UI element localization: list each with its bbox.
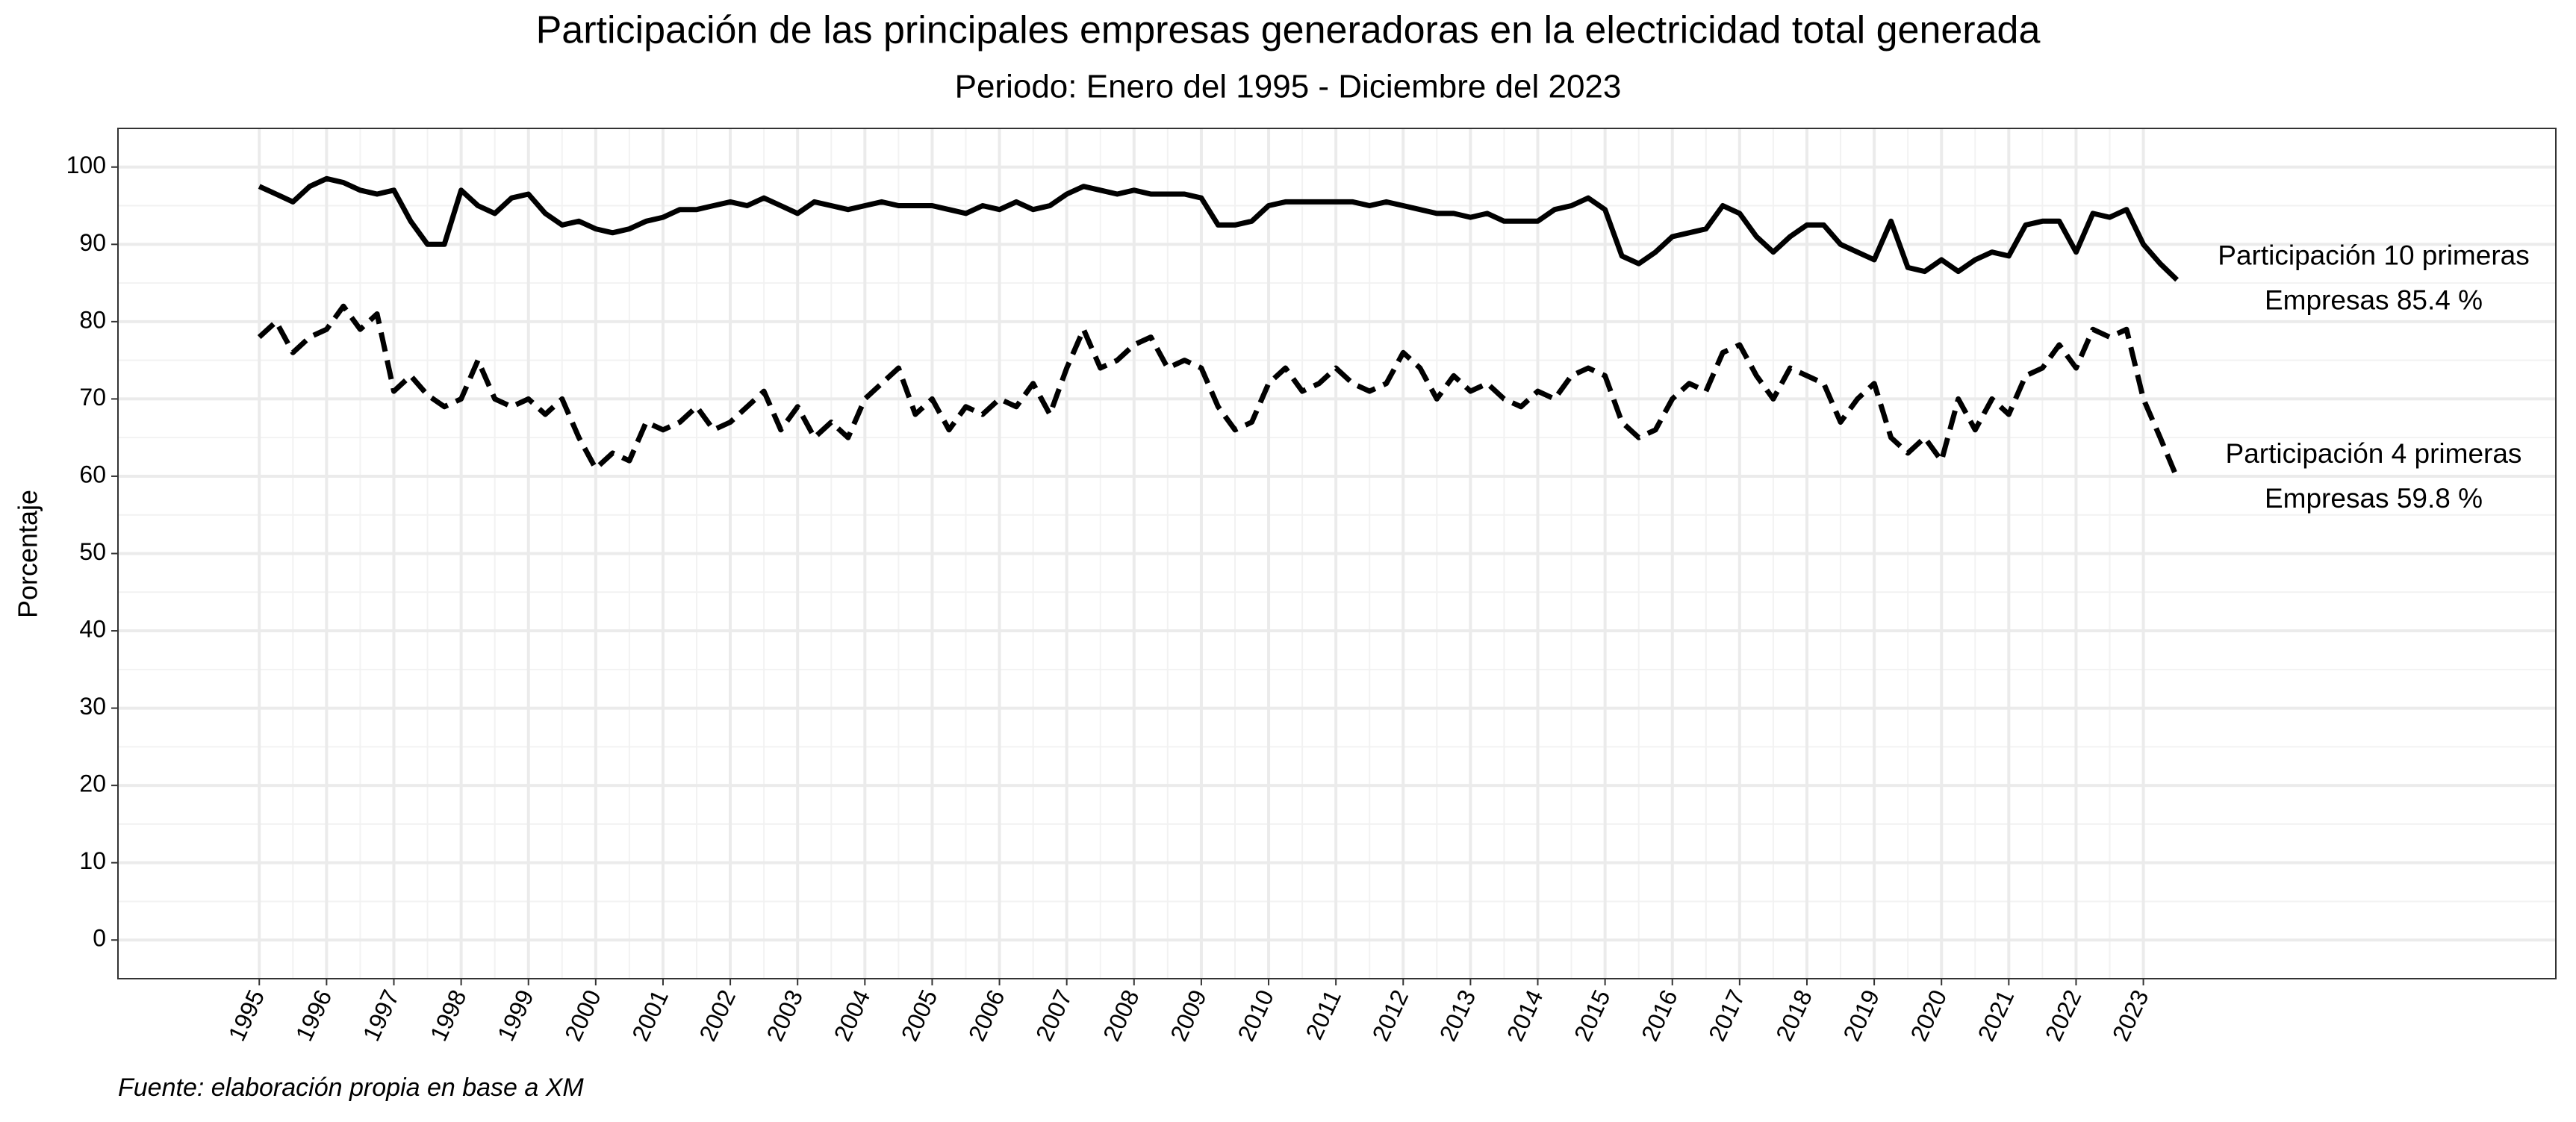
x-tick-label: 2022 xyxy=(2040,985,2087,1045)
x-tick-label: 2007 xyxy=(1030,985,1077,1045)
x-tick-label: 2000 xyxy=(559,985,606,1045)
y-tick-label: 0 xyxy=(93,925,106,952)
x-tick-label: 1999 xyxy=(492,985,539,1045)
x-tick-label: 1996 xyxy=(290,985,337,1045)
y-tick-label: 10 xyxy=(79,847,106,874)
x-tick-label: 2004 xyxy=(829,985,876,1045)
y-tick-label: 80 xyxy=(79,306,106,333)
series-annotation: Participación 10 primeras xyxy=(2218,240,2529,271)
x-tick-label: 2006 xyxy=(963,985,1010,1045)
y-tick-label: 90 xyxy=(79,229,106,256)
series-annotation: Participación 4 primeras xyxy=(2226,438,2522,469)
x-tick-label: 2008 xyxy=(1098,985,1145,1045)
chart-title: Participación de las principales empresa… xyxy=(536,9,2041,52)
caption: Fuente: elaboración propia en base a XM xyxy=(118,1073,584,1102)
x-tick-label: 2015 xyxy=(1569,985,1616,1045)
x-tick-label: 2021 xyxy=(1973,985,2020,1045)
x-tick-label: 2019 xyxy=(1838,985,1885,1045)
line-series xyxy=(257,303,2180,479)
x-tick-label: 2009 xyxy=(1165,985,1212,1045)
y-tick-label: 70 xyxy=(79,384,106,411)
plot-border xyxy=(117,128,2557,979)
y-tick-label: 50 xyxy=(79,538,106,565)
x-tick-label: 2020 xyxy=(1905,985,1953,1045)
line-series xyxy=(258,175,2180,282)
x-tick-label: 2010 xyxy=(1232,985,1279,1045)
y-tick-label: 30 xyxy=(79,693,106,720)
x-tick-label: 2018 xyxy=(1770,985,1817,1045)
y-tick-label: 60 xyxy=(79,461,106,487)
x-tick-label: 2005 xyxy=(896,985,943,1045)
x-tick-label: 2014 xyxy=(1502,985,1549,1045)
x-tick-label: 2016 xyxy=(1636,985,1683,1045)
y-tick-label: 40 xyxy=(79,615,106,642)
y-tick-label: 20 xyxy=(79,770,106,797)
x-tick-label: 1997 xyxy=(358,985,405,1045)
x-tick-label: 1998 xyxy=(425,985,472,1045)
series-annotation: Empresas 59.8 % xyxy=(2265,483,2483,514)
chart-subtitle: Periodo: Enero del 1995 - Diciembre del … xyxy=(955,69,1622,105)
x-tick-label: 2012 xyxy=(1367,985,1414,1045)
y-axis-label: Porcentaje xyxy=(13,490,43,618)
x-tick-label: 2023 xyxy=(2107,985,2154,1045)
x-tick-label: 2013 xyxy=(1434,985,1481,1045)
series-annotation: Empresas 85.4 % xyxy=(2265,285,2483,316)
x-tick-label: 1995 xyxy=(223,985,270,1045)
x-tick-label: 2017 xyxy=(1703,985,1750,1045)
x-tick-label: 2003 xyxy=(761,985,808,1045)
x-tick-label: 2002 xyxy=(694,985,741,1045)
x-tick-label: 2001 xyxy=(626,985,673,1045)
x-tick-label: 2011 xyxy=(1300,985,1346,1044)
y-tick-label: 100 xyxy=(66,152,106,178)
